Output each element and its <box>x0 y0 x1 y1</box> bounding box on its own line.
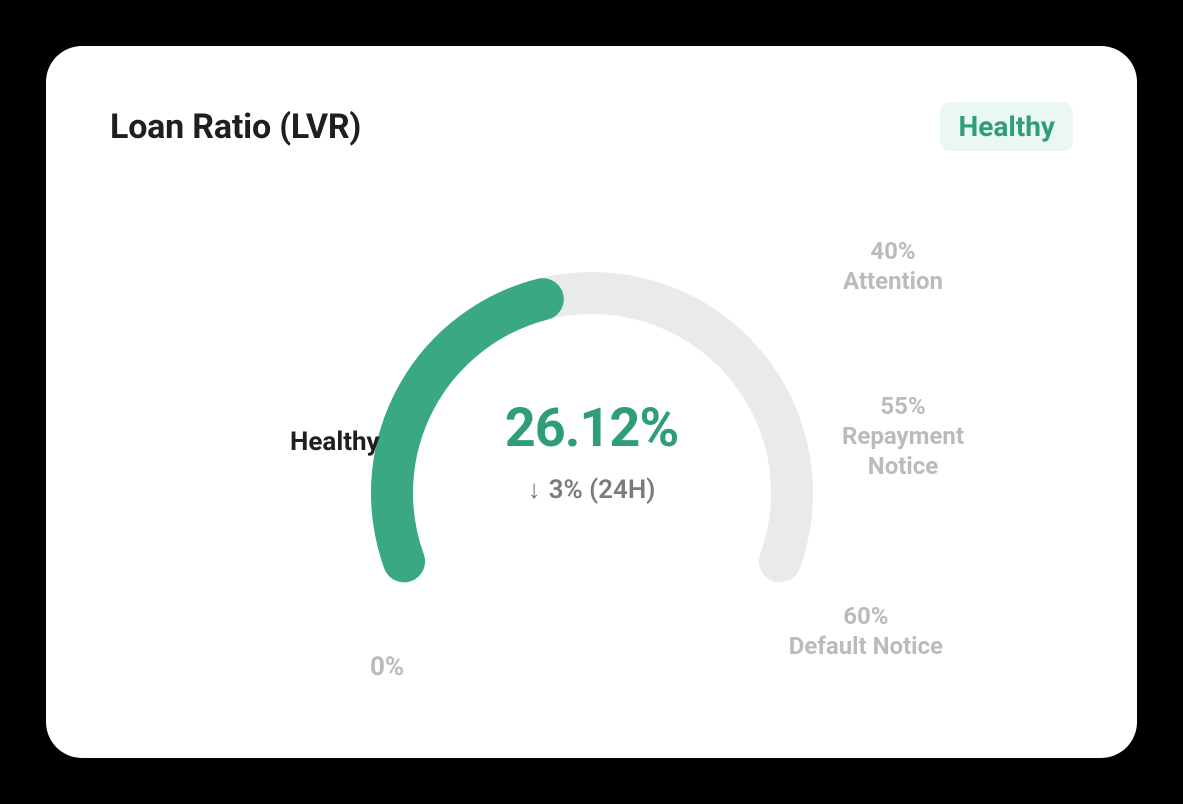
label-attention-pct: 40% <box>843 236 943 266</box>
label-default-pct: 60% <box>789 601 943 631</box>
label-repayment-pct: 55% <box>813 391 993 421</box>
gauge-value: 26.12% <box>432 397 752 460</box>
status-badge: Healthy <box>940 102 1073 151</box>
label-repayment-name: Repayment Notice <box>813 421 993 481</box>
label-attention: 40% Attention <box>843 236 943 296</box>
card-title: Loan Ratio (LVR) <box>110 107 361 147</box>
card-header: Loan Ratio (LVR) Healthy <box>110 102 1073 151</box>
label-repayment-notice: 55% Repayment Notice <box>813 391 993 481</box>
gauge-center: 26.12% ↓ 3% (24H) <box>432 397 752 505</box>
gauge-delta: ↓ 3% (24H) <box>432 474 752 505</box>
loan-ratio-card: Loan Ratio (LVR) Healthy 26.12% ↓ 3% (24… <box>46 46 1137 758</box>
label-default-name: Default Notice <box>789 631 943 661</box>
label-attention-name: Attention <box>843 266 943 296</box>
arrow-down-icon: ↓ <box>528 474 541 505</box>
label-healthy: Healthy <box>290 426 380 459</box>
label-default-notice: 60% Default Notice <box>789 601 943 661</box>
gauge-container: 26.12% ↓ 3% (24H) Healthy 0% 40% Attenti… <box>110 191 1073 711</box>
gauge-delta-text: 3% (24H) <box>549 475 656 505</box>
label-zero-percent: 0% <box>370 651 404 684</box>
